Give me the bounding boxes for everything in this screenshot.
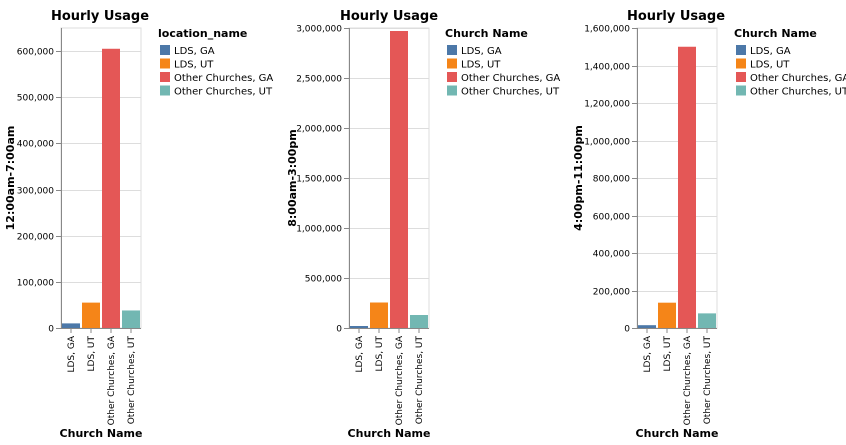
legend-entry: Other Churches, UT [461, 87, 560, 98]
legend-entry: Other Churches, UT [174, 87, 273, 98]
legend-title: location_name [158, 27, 247, 40]
legend: Church Name LDS, GA LDS, UT Other Churches,… [445, 27, 560, 98]
y-tick-label: 100,000 [17, 279, 54, 289]
x-tick-label: LDS, UT [375, 336, 385, 372]
chart-title: Hourly Usage [340, 9, 438, 24]
legend-swatch [736, 72, 746, 82]
y-axis-title: 12:00am-7:00am [4, 126, 17, 231]
legend-entry: LDS, UT [461, 60, 501, 71]
bar-other-churches-ga [390, 31, 408, 328]
legend-swatch [447, 72, 457, 82]
x-tick-label: LDS, GA [355, 335, 365, 372]
y-tick-label: 600,000 [593, 213, 630, 223]
legend: Church Name LDS, GA LDS, UT Other Churches,… [734, 27, 846, 98]
chart-panel-2: Hourly Usage 0 500,000 1,000,000 1,500,000 2,… [286, 9, 560, 440]
legend-swatch [736, 58, 746, 69]
chart-panel-1: Hourly Usage 0 100,000 200,000 300,000 400,00… [4, 9, 273, 440]
bar-other-churches-ut [122, 310, 140, 328]
y-tick-label: 600,000 [17, 48, 54, 58]
bar-other-churches-ga [678, 46, 696, 328]
y-tick-label: 1,000,000 [296, 225, 342, 235]
legend-swatch [160, 58, 170, 69]
legend-entry: Other Churches, GA [174, 73, 273, 84]
chart-title: Hourly Usage [51, 9, 149, 24]
x-axis-title: Church Name [636, 427, 719, 440]
bar-other-churches-ga [102, 48, 120, 329]
legend: location_name LDS, GA LDS, UT Other Churche… [158, 27, 273, 98]
y-tick-label: 400,000 [593, 250, 630, 260]
x-tick-label: Other Churches, GA [107, 335, 117, 425]
legend-entry: Other Churches, UT [750, 87, 846, 98]
y-tick-label: 1,500,000 [296, 175, 342, 185]
x-tick-label: LDS, UT [663, 336, 673, 372]
y-tick-label: 2,500,000 [296, 75, 342, 85]
chart-title: Hourly Usage [627, 9, 725, 24]
x-tick-label: LDS, GA [67, 335, 77, 372]
y-tick-label: 1,000,000 [584, 138, 630, 148]
bar-lds-ga [638, 325, 656, 328]
legend-entry: LDS, GA [461, 46, 502, 57]
bar-other-churches-ut [410, 315, 428, 328]
y-tick-label: 200,000 [17, 233, 54, 243]
y-tick-label: 0 [48, 325, 54, 335]
legend-title: Church Name [734, 27, 817, 40]
chart-panel-3: Hourly Usage 0 200,000 400,000 600,000 800,00… [572, 9, 846, 440]
bar-lds-ut [82, 302, 100, 328]
x-axis-title: Church Name [60, 427, 143, 440]
legend-entry: LDS, UT [750, 60, 790, 71]
y-tick-label: 300,000 [17, 187, 54, 197]
y-tick-label: 0 [336, 325, 342, 335]
bar-lds-ga [62, 323, 80, 328]
legend-swatch [736, 85, 746, 96]
y-tick-label: 800,000 [593, 175, 630, 185]
x-tick-label: Other Churches, GA [683, 335, 693, 425]
y-tick-label: 200,000 [593, 288, 630, 298]
legend-swatch [160, 45, 170, 55]
legend-entry: LDS, GA [750, 46, 791, 57]
x-tick-label: LDS, UT [87, 336, 97, 372]
y-tick-label: 500,000 [17, 94, 54, 104]
y-tick-label: 1,600,000 [584, 25, 630, 35]
y-tick-label: 1,400,000 [584, 63, 630, 73]
legend-swatch [447, 58, 457, 69]
y-axis-title: 4:00pm-11:00pm [572, 125, 585, 231]
y-tick-label: 2,000,000 [296, 125, 342, 135]
legend-swatch [160, 72, 170, 82]
legend-swatch [447, 85, 457, 96]
y-tick-label: 500,000 [305, 275, 342, 285]
y-tick-label: 3,000,000 [296, 25, 342, 35]
legend-swatch [447, 45, 457, 55]
bar-lds-ga [350, 326, 368, 328]
y-tick-label: 0 [624, 325, 630, 335]
bar-other-churches-ut [698, 313, 716, 328]
legend-swatch [736, 45, 746, 55]
legend-swatch [160, 85, 170, 96]
x-tick-label: Other Churches, UT [415, 335, 425, 424]
x-axis-title: Church Name [348, 427, 431, 440]
legend-entry: LDS, GA [174, 46, 215, 57]
x-tick-label: Other Churches, UT [127, 335, 137, 424]
legend-entry: LDS, UT [174, 60, 214, 71]
bar-lds-ut [370, 302, 388, 328]
y-tick-label: 400,000 [17, 140, 54, 150]
y-axis-title: 8:00am-3:00pm [286, 129, 299, 227]
x-tick-label: Other Churches, UT [703, 335, 713, 424]
x-tick-label: Other Churches, GA [395, 335, 405, 425]
legend-title: Church Name [445, 27, 528, 40]
x-tick-label: LDS, GA [643, 335, 653, 372]
y-tick-label: 1,200,000 [584, 100, 630, 110]
legend-entry: Other Churches, GA [750, 73, 846, 84]
bar-lds-ut [658, 302, 676, 328]
legend-entry: Other Churches, GA [461, 73, 560, 84]
